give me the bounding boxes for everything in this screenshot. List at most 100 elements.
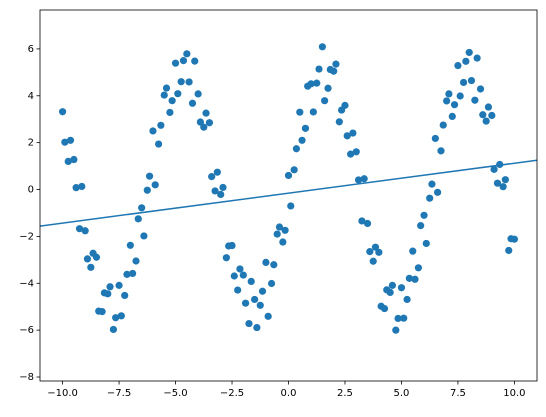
scatter-point: [70, 155, 78, 164]
scatter-point: [304, 82, 312, 90]
scatter-point: [301, 124, 310, 132]
scatter-point: [200, 123, 208, 131]
scatter-point: [315, 65, 323, 73]
scatter-point: [459, 78, 468, 87]
scatter-point: [58, 108, 67, 116]
scatter-point: [132, 257, 140, 265]
scatter-point: [256, 301, 264, 309]
scatter-point: [219, 183, 227, 192]
x-tick-label: 5.0: [394, 388, 410, 399]
scatter-point: [100, 289, 108, 297]
scatter-point: [251, 295, 259, 304]
scatter-point: [409, 247, 417, 255]
scatter-point: [360, 175, 368, 183]
scatter-point: [439, 121, 447, 129]
scatter-point: [281, 226, 289, 234]
scatter-point: [467, 76, 476, 85]
scatter-point: [454, 61, 462, 70]
scatter-point: [171, 59, 180, 67]
scatter-point: [174, 90, 182, 98]
scatter-point: [417, 222, 425, 230]
scatter-point: [183, 50, 191, 58]
scatter-point: [347, 150, 355, 158]
scatter-point: [437, 147, 445, 155]
scatter-point: [239, 271, 247, 279]
scatter-point: [264, 312, 272, 320]
scatter-point: [332, 60, 340, 68]
scatter-point: [366, 248, 374, 256]
scatter-point: [258, 287, 267, 295]
y-tick-label: 4: [28, 91, 34, 102]
scatter-point: [267, 279, 276, 288]
scatter-point: [358, 217, 366, 225]
scatter-point: [482, 117, 490, 125]
scatter-point: [145, 172, 154, 180]
scatter-point: [222, 254, 230, 262]
scatter-point: [157, 121, 165, 129]
x-tick-label: 2.5: [337, 388, 353, 399]
scatter-point: [117, 312, 125, 320]
scatter-point: [168, 97, 176, 105]
scatter-point: [185, 78, 193, 86]
y-tick-label: −2: [19, 231, 34, 242]
scatter-point: [392, 326, 400, 334]
scatter-point: [371, 243, 380, 251]
y-tick-label: −4: [19, 278, 34, 289]
scatter-point: [335, 118, 343, 126]
scatter-point: [217, 190, 225, 199]
scatter-point: [279, 238, 287, 246]
x-tick-label: −2.5: [220, 388, 244, 399]
scatter-point: [450, 101, 459, 109]
x-tick-label: 7.5: [450, 388, 466, 399]
scatter-point: [138, 204, 146, 212]
scatter-point: [109, 325, 118, 334]
scatter-point: [499, 183, 507, 191]
scatter-point: [72, 184, 80, 192]
scatter-point: [205, 119, 214, 127]
scatter-point: [61, 138, 69, 146]
scatter-point: [78, 182, 86, 191]
scatter-point: [191, 57, 199, 65]
scatter-point: [326, 65, 334, 74]
x-tick-label: −10.0: [47, 388, 78, 399]
scatter-point: [75, 225, 84, 233]
scatter-point: [313, 79, 321, 87]
scatter-point: [106, 283, 114, 291]
scatter-point: [134, 215, 142, 223]
scatter-point: [236, 265, 244, 273]
scatter-point: [83, 255, 92, 263]
scatter-point: [253, 323, 261, 332]
scatter-point: [140, 232, 148, 240]
scatter-point: [352, 148, 360, 156]
y-tick-label: 0: [28, 185, 34, 196]
scatter-point: [431, 134, 439, 143]
scatter-point: [284, 171, 293, 180]
scatter-point: [400, 314, 408, 322]
scatter-point: [290, 166, 298, 174]
x-tick-label: 10.0: [503, 388, 525, 399]
scatter-point: [375, 248, 383, 256]
scatter-point: [397, 284, 406, 292]
scatter-point: [318, 43, 326, 51]
scatter-point: [443, 97, 451, 105]
x-tick-label: −5.0: [163, 388, 187, 399]
scatter-point: [129, 269, 137, 278]
scatter-point: [273, 230, 281, 238]
y-tick-label: −6: [19, 325, 34, 336]
scatter-point: [434, 188, 442, 196]
scatter-point: [471, 96, 479, 104]
scatter-point: [225, 242, 233, 250]
scatter-point: [493, 179, 502, 187]
scatter-point: [160, 91, 168, 99]
x-tick-label: 0.0: [281, 388, 297, 399]
scatter-point: [426, 194, 434, 202]
scatter-point: [151, 181, 159, 189]
scatter-point: [388, 281, 397, 289]
y-tick-label: 6: [28, 44, 34, 55]
scatter-point: [484, 103, 493, 111]
scatter-point: [456, 92, 464, 100]
scatter-point: [230, 272, 238, 280]
scatter-point: [414, 264, 422, 272]
scatter-point: [149, 127, 157, 135]
scatter-point: [445, 90, 453, 98]
